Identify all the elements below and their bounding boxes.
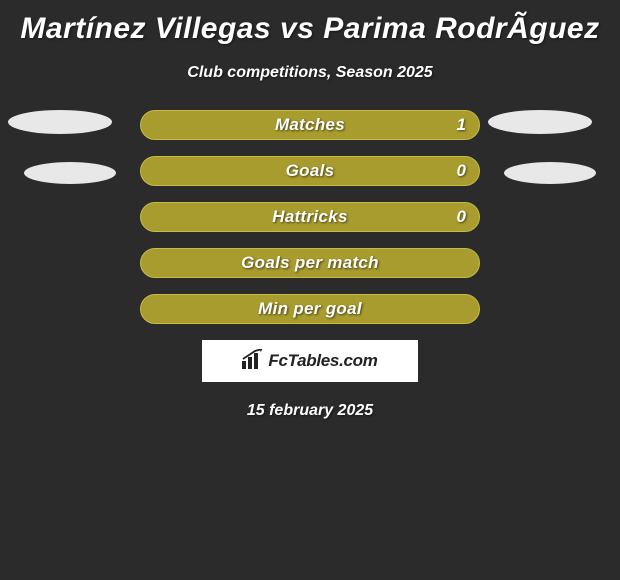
date-line: 15 february 2025: [0, 402, 620, 420]
stat-row: Min per goal: [140, 294, 480, 324]
stat-value: 1: [457, 110, 466, 140]
chart-icon: [242, 349, 264, 374]
stat-row: Goals per match: [140, 248, 480, 278]
stat-label: Matches: [140, 110, 480, 140]
stat-label: Goals per match: [140, 248, 480, 278]
page-subtitle: Club competitions, Season 2025: [0, 64, 620, 82]
stat-row: Goals 0: [140, 156, 480, 186]
stats-area: Matches 1 Goals 0 Hattricks 0 Goals per …: [0, 110, 620, 324]
stat-row: Hattricks 0: [140, 202, 480, 232]
logo-text: FcTables.com: [268, 351, 377, 371]
stat-value: 0: [457, 202, 466, 232]
page-title: Martínez Villegas vs Parima RodrÃ­guez: [0, 0, 620, 46]
logo-box: FcTables.com: [202, 340, 418, 382]
stat-label: Min per goal: [140, 294, 480, 324]
player-left-ellipse-1: [8, 110, 112, 134]
player-right-ellipse-2: [504, 162, 596, 184]
stat-label: Hattricks: [140, 202, 480, 232]
stat-row: Matches 1: [140, 110, 480, 140]
player-left-ellipse-2: [24, 162, 116, 184]
stat-value: 0: [457, 156, 466, 186]
logo: FcTables.com: [242, 349, 377, 374]
player-right-ellipse-1: [488, 110, 592, 134]
stat-label: Goals: [140, 156, 480, 186]
